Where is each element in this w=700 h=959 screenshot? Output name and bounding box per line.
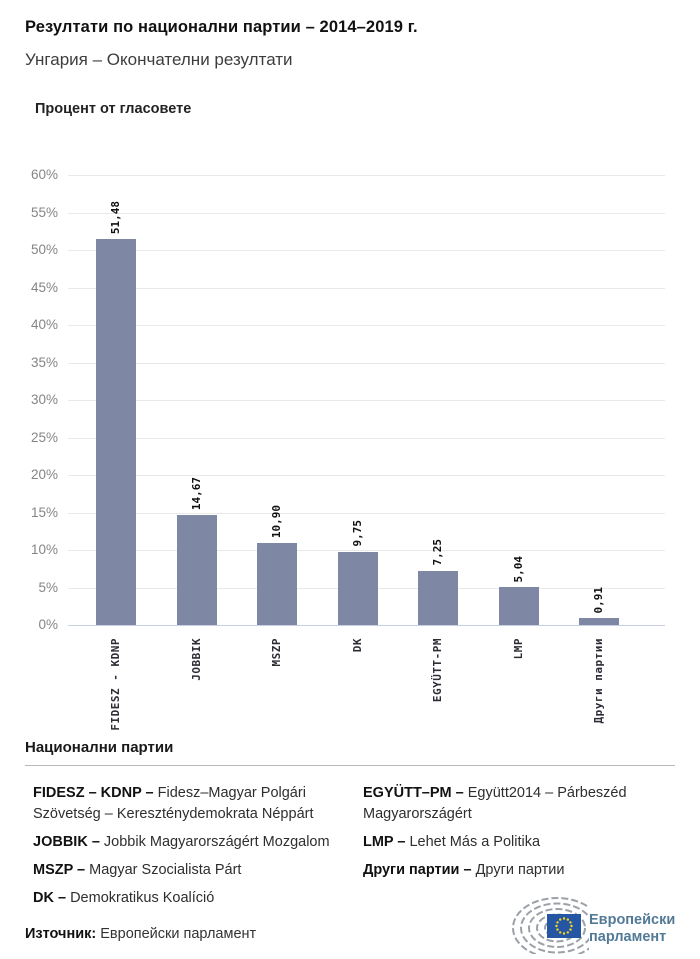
- bar-value-label: 10,90: [270, 505, 283, 539]
- legend-term: FIDESZ – KDNP –: [33, 785, 154, 801]
- legend-term: Други партии –: [363, 862, 472, 878]
- bar-value-label: 0,91: [592, 586, 605, 614]
- source-label: Източник:: [25, 926, 97, 942]
- y-tick-label: 10%: [30, 542, 58, 557]
- x-axis-label: MSZP: [270, 638, 283, 667]
- legend-item: LMP – Lehet Más a Politika: [363, 832, 675, 853]
- legend-columns: FIDESZ – KDNP – Fidesz–Magyar Polgári Sz…: [33, 783, 678, 916]
- y-tick-label: 50%: [30, 242, 58, 257]
- legend-item: MSZP – Magyar Szocialista Párt: [33, 860, 345, 881]
- legend-heading: Национални партии: [25, 739, 174, 756]
- gridline: [68, 400, 665, 401]
- bar-value-label: 5,04: [511, 555, 525, 583]
- bar: [418, 570, 458, 625]
- legend-item: DK – Demokratikus Koalíció: [33, 888, 345, 909]
- x-axis-label: Други партии: [592, 638, 605, 724]
- legend-term: LMP –: [363, 834, 406, 850]
- legend-term: DK –: [33, 890, 67, 906]
- legend-desc: Fidesz–Magyar Polgári Szövetség – Keresz…: [33, 785, 314, 822]
- chart-title: Процент от гласовете: [35, 101, 192, 117]
- legend-desc: Lehet Más a Politika: [405, 834, 541, 850]
- eu-flag-icon: [547, 914, 581, 938]
- bar: [337, 551, 378, 625]
- y-tick-label: 5%: [38, 579, 58, 595]
- gridline: [68, 550, 665, 551]
- bar-value-label: 7,25: [431, 539, 444, 566]
- legend-desc: Együtt2014 – Párbeszéd Magyarországért: [363, 785, 627, 822]
- x-axis-label: LMP: [511, 638, 525, 660]
- gridline: [68, 437, 665, 439]
- y-tick-label: 15%: [30, 504, 58, 520]
- bar: [579, 618, 619, 625]
- x-axis-label: FIDESZ - KDNP: [109, 638, 122, 731]
- legend-desc: Jobbik Magyarországért Mozgalom: [99, 834, 330, 850]
- page-title: Резултати по национални партии – 2014–20…: [25, 18, 418, 36]
- legend-divider: [25, 765, 675, 766]
- legend-item: EGYÜTT–PM – Együtt2014 – Párbeszéd Magya…: [363, 783, 675, 825]
- source-line: Източник: Европейски парламент: [25, 926, 256, 942]
- legend-term: EGYÜTT–PM –: [363, 785, 464, 801]
- gridline: [68, 250, 665, 251]
- y-tick-label: 45%: [30, 279, 58, 295]
- legend-item: JOBBIK – Jobbik Magyarországért Mozgalom: [33, 832, 345, 853]
- x-axis-label: EGYÜTT-PM: [431, 638, 444, 703]
- bar: [498, 587, 539, 625]
- legend-term: MSZP –: [33, 862, 86, 878]
- european-parliament-logo-icon: Европейски парламент: [512, 897, 675, 954]
- y-tick-label: 25%: [30, 429, 58, 445]
- y-tick-label: 55%: [30, 204, 58, 220]
- eu-flag-stars: [555, 917, 573, 935]
- logo-text-line2: парламент: [589, 929, 666, 945]
- logo-wordmark: Европейски парламент: [589, 912, 675, 945]
- legend-desc: Demokratikus Koalíció: [66, 890, 215, 906]
- bar-value-label: 9,75: [350, 520, 364, 547]
- page-subtitle: Унгария – Окончателни резултати: [25, 50, 293, 69]
- bar-value-label: 51,48: [109, 200, 122, 234]
- bar: [96, 238, 136, 625]
- bar: [257, 543, 297, 625]
- y-tick-label: 0%: [38, 617, 58, 632]
- x-axis-label: DK: [350, 638, 364, 653]
- x-axis-label: JOBBIK: [189, 638, 203, 681]
- x-axis-baseline: [68, 625, 665, 626]
- y-tick-label: 40%: [30, 317, 58, 332]
- gridline: [68, 475, 665, 476]
- source-text: Европейски парламент: [100, 926, 257, 942]
- legend-column: FIDESZ – KDNP – Fidesz–Magyar Polgári Sz…: [33, 783, 345, 916]
- gridline: [68, 512, 665, 514]
- legend-term: JOBBIK –: [33, 834, 100, 850]
- legend-column: EGYÜTT–PM – Együtt2014 – Párbeszéd Magya…: [363, 783, 675, 916]
- gridline: [68, 287, 665, 289]
- bar-value-label: 14,67: [189, 476, 203, 510]
- legend-desc: Други партии: [471, 862, 565, 878]
- gridline: [68, 212, 665, 214]
- plot-area: 0% 5% 10% 15% 20% 25% 30% 35% 40% 45% 50% 55% 60% 51,…: [31, 167, 665, 731]
- bar: [176, 514, 217, 625]
- y-tick-label: 60%: [30, 167, 58, 182]
- legend-desc: Magyar Szocialista Párt: [85, 862, 242, 878]
- y-tick-label: 35%: [30, 354, 58, 370]
- legend-item: FIDESZ – KDNP – Fidesz–Magyar Polgári Sz…: [33, 783, 345, 825]
- gridline: [68, 175, 665, 176]
- gridline: [68, 362, 665, 364]
- legend-item: Други партии – Други партии: [363, 860, 675, 881]
- gridline: [68, 325, 665, 326]
- logo-text-line1: Европейски: [589, 912, 675, 928]
- y-tick-label: 30%: [30, 392, 58, 407]
- y-tick-label: 20%: [30, 467, 58, 482]
